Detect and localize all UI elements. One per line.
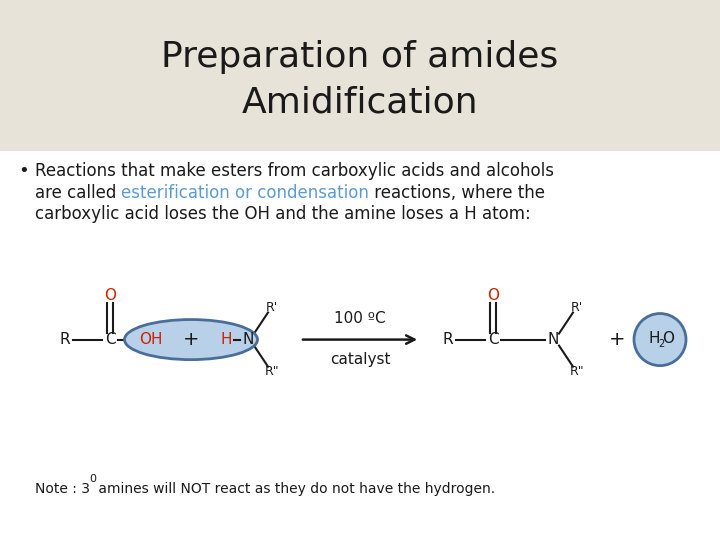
Text: carboxylic acid loses the OH and the amine loses a H atom:: carboxylic acid loses the OH and the ami… <box>35 205 531 223</box>
Text: R": R" <box>265 365 279 378</box>
Text: C: C <box>487 332 498 347</box>
Text: R": R" <box>570 365 585 378</box>
Text: O: O <box>104 288 116 303</box>
Text: R': R' <box>571 301 583 314</box>
Text: Reactions that make esters from carboxylic acids and alcohols: Reactions that make esters from carboxyl… <box>35 162 554 180</box>
Text: 2: 2 <box>658 339 664 349</box>
Text: •: • <box>18 162 29 180</box>
Text: Note : 3: Note : 3 <box>35 482 89 496</box>
Text: H: H <box>220 332 232 347</box>
Text: catalyst: catalyst <box>330 352 390 367</box>
Text: H: H <box>648 331 660 346</box>
Text: N: N <box>547 332 559 347</box>
Text: O: O <box>662 331 674 346</box>
Ellipse shape <box>125 320 258 360</box>
Text: esterification or condensation: esterification or condensation <box>121 184 369 201</box>
Text: Preparation of amides: Preparation of amides <box>161 40 559 73</box>
Text: 100 ºC: 100 ºC <box>334 310 386 326</box>
Text: reactions, where the: reactions, where the <box>369 184 545 201</box>
Text: OH: OH <box>139 332 163 347</box>
Text: R': R' <box>266 301 278 314</box>
Text: are called: are called <box>35 184 121 201</box>
Text: 0: 0 <box>89 474 96 484</box>
Text: amines will NOT react as they do not have the hydrogen.: amines will NOT react as they do not hav… <box>94 482 495 496</box>
Text: N: N <box>243 332 253 347</box>
Circle shape <box>634 314 686 366</box>
Text: O: O <box>487 288 499 303</box>
Text: C: C <box>104 332 115 347</box>
Text: R: R <box>443 332 454 347</box>
Text: R: R <box>60 332 71 347</box>
Text: +: + <box>608 330 625 349</box>
Text: Amidification: Amidification <box>242 86 478 119</box>
Text: +: + <box>183 330 199 349</box>
